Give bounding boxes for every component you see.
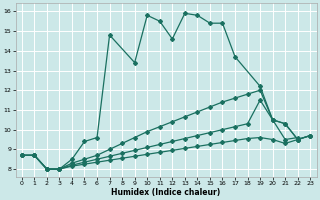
X-axis label: Humidex (Indice chaleur): Humidex (Indice chaleur)	[111, 188, 221, 197]
